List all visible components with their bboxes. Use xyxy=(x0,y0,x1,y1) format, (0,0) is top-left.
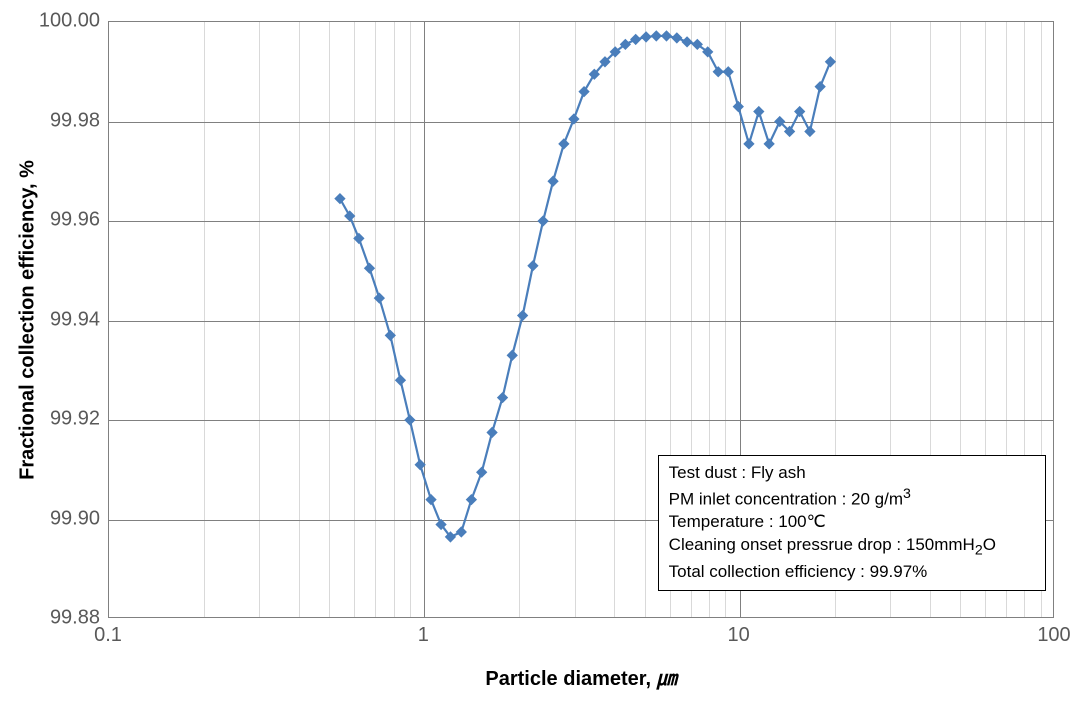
series-marker xyxy=(335,194,345,204)
y-tick-label: 99.90 xyxy=(50,507,100,530)
series-marker xyxy=(405,415,415,425)
series-marker xyxy=(713,67,723,77)
series-marker xyxy=(374,293,384,303)
y-axis-title: Fractional collection efficiency, % xyxy=(17,160,40,480)
series-marker xyxy=(733,102,743,112)
series-marker xyxy=(795,107,805,117)
x-tick-label: 100 xyxy=(1037,624,1070,647)
x-axis-title: Particle diameter, ㎛ xyxy=(485,662,676,691)
series-marker xyxy=(754,107,764,117)
y-tick-label: 99.96 xyxy=(50,209,100,232)
series-marker xyxy=(641,32,651,42)
series-marker xyxy=(548,176,558,186)
info-box-line: PM inlet concentration : 20 g/m3 xyxy=(669,485,1035,512)
series-marker xyxy=(365,263,375,273)
series-marker xyxy=(528,261,538,271)
series-marker xyxy=(672,33,682,43)
series-marker xyxy=(518,311,528,321)
series-marker xyxy=(426,495,436,505)
series-marker xyxy=(815,82,825,92)
series-marker xyxy=(456,527,466,537)
series-marker xyxy=(477,467,487,477)
series-marker xyxy=(744,139,754,149)
y-axis-title-text: Fractional collection efficiency, % xyxy=(17,160,39,480)
series-marker xyxy=(396,375,406,385)
info-box-line: Cleaning onset pressrue drop : 150mmH2O xyxy=(669,534,1035,561)
series-marker xyxy=(385,330,395,340)
y-tick-label: 100.00 xyxy=(39,10,100,33)
series-marker xyxy=(682,37,692,47)
y-tick-label: 99.92 xyxy=(50,408,100,431)
series-marker xyxy=(805,127,815,137)
series-marker xyxy=(662,31,672,41)
series-marker xyxy=(764,139,774,149)
info-box-line: Temperature : 100℃ xyxy=(669,511,1035,534)
plot-area: Test dust : Fly ashPM inlet concentratio… xyxy=(108,21,1054,618)
info-box: Test dust : Fly ashPM inlet concentratio… xyxy=(658,455,1046,591)
series-marker xyxy=(466,495,476,505)
series-marker xyxy=(538,216,548,226)
x-tick-label: 10 xyxy=(728,624,750,647)
series-marker xyxy=(487,427,497,437)
series-marker xyxy=(579,87,589,97)
series-marker xyxy=(723,67,733,77)
series-marker xyxy=(498,393,508,403)
series-marker xyxy=(559,139,569,149)
x-axis-title-text-plain: Particle diameter, xyxy=(485,668,656,690)
x-tick-label: 1 xyxy=(418,624,429,647)
series-marker xyxy=(354,233,364,243)
chart-container: Test dust : Fly ashPM inlet concentratio… xyxy=(0,0,1076,727)
series-marker xyxy=(415,460,425,470)
series-marker xyxy=(651,31,661,41)
x-axis-title-unit: ㎛ xyxy=(657,668,677,690)
y-tick-label: 99.88 xyxy=(50,607,100,630)
info-box-line: Total collection efficiency : 99.97% xyxy=(669,561,1035,584)
info-box-line: Test dust : Fly ash xyxy=(669,462,1035,485)
y-tick-label: 99.98 xyxy=(50,109,100,132)
y-tick-label: 99.94 xyxy=(50,308,100,331)
series-marker xyxy=(569,114,579,124)
series-marker xyxy=(631,34,641,44)
series-marker xyxy=(825,57,835,67)
series-marker xyxy=(345,211,355,221)
series-marker xyxy=(507,350,517,360)
